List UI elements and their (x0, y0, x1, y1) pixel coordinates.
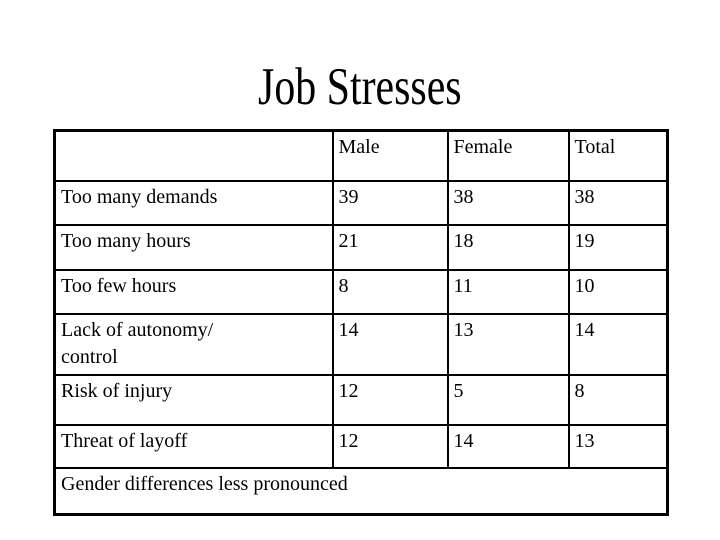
table-row: Threat of layoff 12 14 13 (53, 423, 669, 469)
job-stresses-table: Male Female Total Too many demands 39 38… (53, 129, 669, 516)
row-label-cell: Too many demands (53, 179, 334, 226)
table-row: Lack of autonomy/ control 14 13 14 (53, 312, 669, 376)
male-value-cell: 12 (331, 373, 449, 426)
table-footer-row: Gender differences less pronounced (53, 466, 669, 516)
header-cell-total: Total (567, 129, 669, 182)
header-cell-female: Female (446, 129, 570, 182)
table-row: Too many hours 21 18 19 (53, 223, 669, 271)
male-value-cell: 39 (331, 179, 449, 226)
total-value-cell: 8 (567, 373, 669, 426)
female-value-cell: 11 (446, 268, 570, 315)
total-value-cell: 10 (567, 268, 669, 315)
male-value-cell: 14 (331, 312, 449, 376)
slide-title: Job Stresses (53, 61, 666, 114)
header-cell-empty (53, 129, 334, 182)
header-cell-male: Male (331, 129, 449, 182)
male-value-cell: 21 (331, 223, 449, 271)
row-label-cell: Too many hours (53, 223, 334, 271)
table-row: Too many demands 39 38 38 (53, 179, 669, 226)
slide-title-text: Job Stresses (257, 58, 462, 116)
row-label-cell: Threat of layoff (53, 423, 334, 469)
table-header-row: Male Female Total (53, 129, 669, 182)
female-value-cell: 14 (446, 423, 570, 469)
total-value-cell: 13 (567, 423, 669, 469)
female-value-cell: 18 (446, 223, 570, 271)
total-value-cell: 14 (567, 312, 669, 376)
table-row: Risk of injury 12 5 8 (53, 373, 669, 426)
total-value-cell: 38 (567, 179, 669, 226)
female-value-cell: 38 (446, 179, 570, 226)
female-value-cell: 5 (446, 373, 570, 426)
male-value-cell: 8 (331, 268, 449, 315)
total-value-cell: 19 (567, 223, 669, 271)
male-value-cell: 12 (331, 423, 449, 469)
row-label-cell: Too few hours (53, 268, 334, 315)
female-value-cell: 13 (446, 312, 570, 376)
table-row: Too few hours 8 11 10 (53, 268, 669, 315)
footer-note: Gender differences less pronounced (53, 466, 669, 516)
row-label-cell: Lack of autonomy/ control (53, 312, 334, 376)
row-label-cell: Risk of injury (53, 373, 334, 426)
